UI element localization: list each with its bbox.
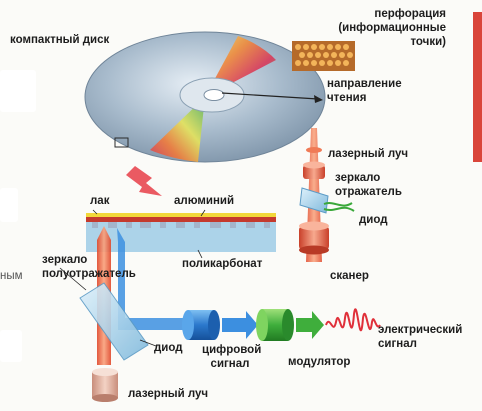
photodiode	[182, 310, 220, 340]
edge-smudge	[0, 330, 22, 362]
label-diode-right: диод	[359, 214, 388, 226]
scanner-assembly	[299, 128, 355, 262]
label-modulator: модулятор	[288, 356, 351, 368]
label-aluminum: алюминий	[174, 195, 235, 207]
perforation-inset	[292, 41, 355, 71]
label-electric-signal: электрический	[378, 324, 463, 336]
label-perforation-line2: (информационные	[338, 22, 446, 34]
modulator-output-arrow	[296, 311, 324, 339]
reading-direction-arrow	[221, 92, 319, 100]
disc-zoom-marker	[114, 137, 129, 148]
label-polycarbonate: поликарбонат	[182, 258, 263, 270]
label-digital-signal: цифровой	[202, 344, 262, 356]
label-semi-mirror: зеркало	[42, 254, 88, 266]
disc-cross-section	[86, 209, 276, 259]
disc-center-hole	[203, 89, 225, 101]
label-mirror: зеркало	[335, 172, 381, 184]
aluminum-layer	[86, 217, 276, 222]
laser-source	[92, 368, 118, 402]
disc-rainbow-reflection-bottom	[150, 97, 205, 162]
label-laser-beam-top: лазерный луч	[328, 148, 409, 160]
scanner-mirror	[299, 187, 329, 214]
label-laser-beam-bottom: лазерный луч	[128, 388, 209, 400]
label-cut-word: ным	[0, 270, 23, 282]
edge-smudge	[0, 70, 36, 112]
label-compact-disc: компактный диск	[10, 34, 110, 46]
electric-signal-wave	[325, 308, 381, 332]
label-electric-signal-line2: сигнал	[378, 338, 417, 350]
zoom-pointer-arrow	[126, 166, 162, 196]
label-reading-direction: направление	[327, 78, 402, 90]
label-mirror-line2: отражатель	[335, 186, 402, 198]
label-perforation: перфорация	[374, 8, 446, 20]
modulator	[256, 309, 294, 341]
label-semi-mirror-line2: полуотражатель	[42, 268, 136, 280]
lacquer-layer	[86, 213, 276, 217]
page-edge-stripe	[473, 12, 482, 162]
edge-smudge	[0, 188, 18, 222]
label-lacquer: лак	[90, 195, 110, 207]
semi-reflecting-mirror	[79, 282, 149, 361]
polycarbonate-layer	[86, 222, 276, 252]
label-scanner: сканер	[330, 270, 369, 282]
label-diode-bottom: диод	[154, 342, 183, 354]
compact-disc	[84, 31, 326, 163]
digital-signal-arrow	[222, 311, 258, 339]
label-perforation-line3: точки)	[410, 36, 446, 48]
label-reading-direction-line2: чтения	[327, 92, 367, 104]
label-digital-signal-line2: сигнал	[210, 358, 250, 370]
